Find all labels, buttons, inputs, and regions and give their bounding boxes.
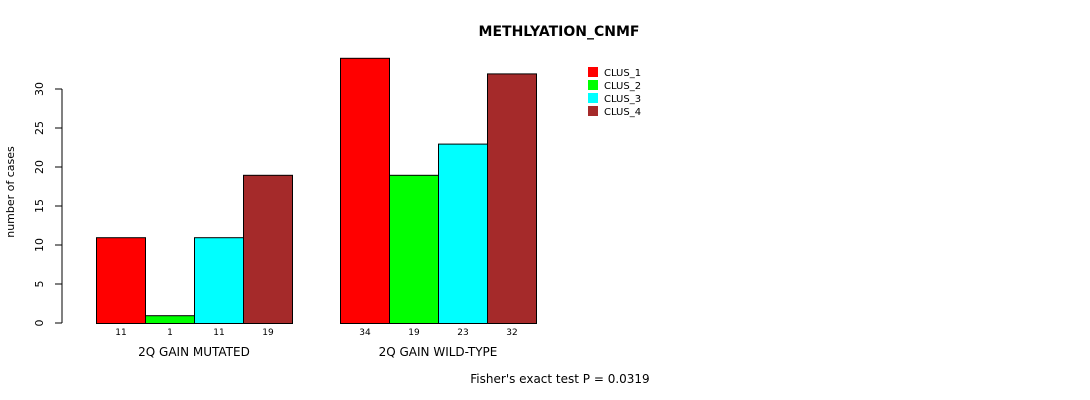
legend-label: CLUS_2	[604, 81, 641, 92]
legend-swatch	[588, 67, 598, 77]
bar-count-label: 23	[457, 328, 468, 338]
group-label: 2Q GAIN MUTATED	[138, 345, 250, 359]
bar-clus-1-group-2	[340, 57, 390, 325]
bar-clus-1-group-1	[96, 237, 146, 324]
bar-clus-3-group-2	[438, 143, 488, 324]
y-axis-label: number of cases	[4, 146, 17, 238]
y-tick-label: 15	[33, 199, 46, 213]
legend-swatch	[588, 93, 598, 103]
y-tick-label: 0	[33, 320, 46, 327]
y-tick-label: 30	[33, 82, 46, 96]
bar-count-label: 32	[506, 328, 517, 338]
legend-label: CLUS_1	[604, 68, 641, 79]
y-axis: 0 5 10 15 20 25 30	[33, 82, 63, 327]
bar-count-label: 19	[262, 328, 274, 338]
group-labels: 2Q GAIN MUTATED 2Q GAIN WILD-TYPE	[138, 345, 497, 359]
bar-clus-2-group-1	[145, 315, 195, 325]
legend-swatch	[588, 80, 598, 90]
bar-clus-4-group-1	[243, 174, 293, 324]
bar-count-label: 34	[359, 328, 371, 338]
bars	[96, 57, 537, 325]
y-tick-label: 25	[33, 121, 46, 135]
bar-clus-4-group-2	[487, 73, 537, 325]
group-label: 2Q GAIN WILD-TYPE	[379, 345, 498, 359]
y-tick-label: 10	[33, 238, 46, 252]
bar-labels: 11 1 11 19 34 19 23 32	[115, 328, 517, 338]
legend-swatch	[588, 106, 598, 116]
y-tick-label: 5	[33, 281, 46, 288]
bar-clus-2-group-2	[389, 174, 439, 324]
bar-count-label: 11	[115, 328, 126, 338]
fisher-test-footer: Fisher's exact test P = 0.0319	[470, 372, 649, 386]
bar-clus-3-group-1	[194, 237, 244, 324]
legend-label: CLUS_4	[604, 107, 641, 118]
chart-title: METHLYATION_CNMF	[479, 24, 640, 40]
legend: CLUS_1 CLUS_2 CLUS_3 CLUS_4	[588, 67, 641, 118]
bar-count-label: 1	[167, 328, 173, 338]
y-tick-label: 20	[33, 160, 46, 174]
bar-count-label: 11	[213, 328, 224, 338]
legend-label: CLUS_3	[604, 94, 641, 105]
bar-count-label: 19	[408, 328, 420, 338]
